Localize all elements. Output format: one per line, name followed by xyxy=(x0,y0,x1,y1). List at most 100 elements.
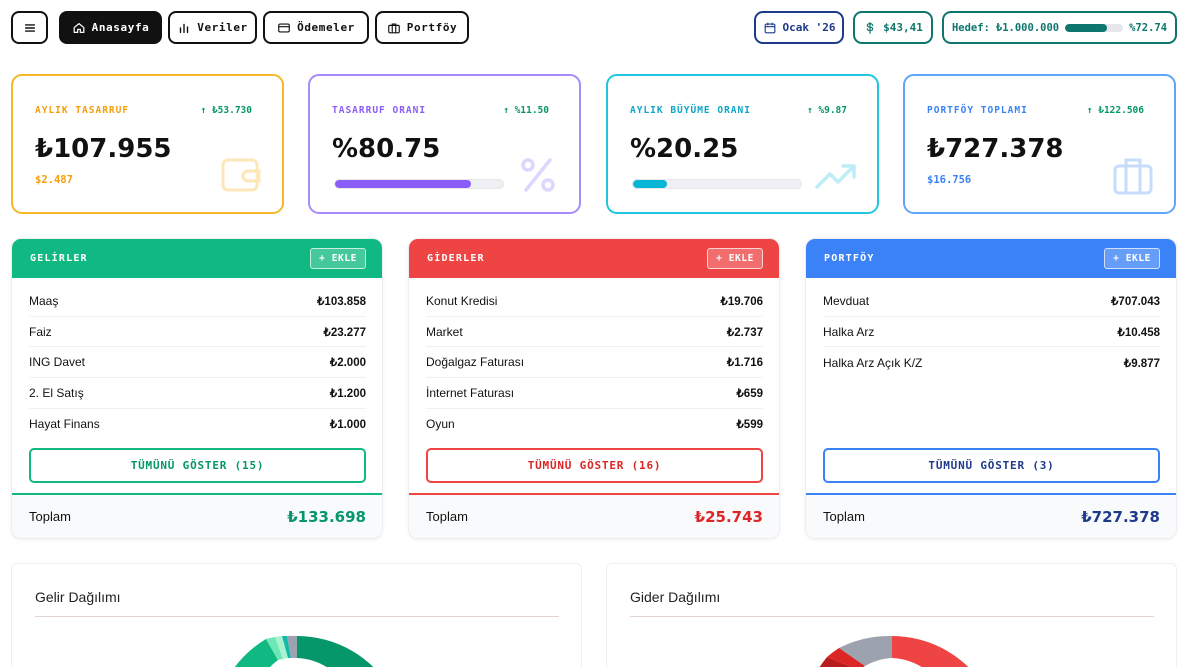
portfolio-total-row: Toplam ₺727.378 xyxy=(806,493,1176,538)
item-amount: ₺2.737 xyxy=(726,326,763,339)
show-all-income-button[interactable]: TÜMÜNÜ GÖSTER (15) xyxy=(29,448,366,483)
income-slice-salary[interactable] xyxy=(297,636,392,667)
briefcase-icon xyxy=(1113,158,1153,195)
hamburger-icon xyxy=(24,23,35,32)
portfolio-list: Mevduat ₺707.043 Halka Arz ₺10.458 Halka A… xyxy=(823,286,1160,378)
tab-payments-label: Ödemeler xyxy=(297,21,355,34)
stat-value: ₺107.955 xyxy=(35,134,172,164)
income-slice-small-1[interactable] xyxy=(266,637,283,660)
goal-amount: ₺1.000.000 xyxy=(995,21,1060,34)
list-item[interactable]: Market ₺2.737 xyxy=(426,317,763,348)
income-slice-other[interactable] xyxy=(287,635,297,658)
income-distribution-title: Gelir Dağılımı xyxy=(35,589,121,605)
list-item[interactable]: Oyun ₺599 xyxy=(426,409,763,440)
income-donut-chart xyxy=(221,635,392,667)
goal-percent: %72.74 xyxy=(1129,21,1168,34)
expense-total: ₺25.743 xyxy=(694,507,763,526)
list-item[interactable]: Doğalgaz Faturası ₺1.716 xyxy=(426,347,763,379)
expense-slice-mortgage[interactable] xyxy=(892,636,987,667)
usd-rate-value: $43,41 xyxy=(883,21,923,34)
list-item[interactable]: Hayat Finans ₺1.000 xyxy=(29,409,366,440)
add-income-button[interactable]: + EKLE xyxy=(310,248,366,269)
item-amount: ₺1.716 xyxy=(726,357,763,370)
tab-data-label: Veriler xyxy=(197,21,248,34)
item-amount: ₺1.200 xyxy=(329,387,366,400)
income-panel: GELİRLER + EKLE Maaş ₺103.858 Faiz ₺23.277… xyxy=(11,238,383,539)
list-item[interactable]: Halka Arz ₺10.458 xyxy=(823,317,1160,348)
list-item[interactable]: Mevduat ₺707.043 xyxy=(823,286,1160,317)
tab-home[interactable]: Anasayfa xyxy=(59,11,162,44)
list-item[interactable]: İnternet Faturası ₺659 xyxy=(426,378,763,409)
tab-portfolio[interactable]: Portföy xyxy=(375,11,469,44)
item-name: Hayat Finans xyxy=(29,417,100,432)
item-name: Market xyxy=(426,324,463,339)
wallet-icon xyxy=(221,158,261,192)
growth-rate-progress-fill xyxy=(633,180,668,188)
stat-delta: ↑ %9.87 xyxy=(806,105,847,116)
income-slice-interest[interactable] xyxy=(221,639,278,667)
item-name: ING Davet xyxy=(29,355,86,370)
menu-button[interactable] xyxy=(11,11,48,44)
item-name: Faiz xyxy=(29,324,52,339)
expense-slice-gas-bill[interactable] xyxy=(819,657,859,667)
income-panel-header: GELİRLER + EKLE xyxy=(12,239,382,278)
item-name: İnternet Faturası xyxy=(426,385,515,400)
income-slice-small-3[interactable] xyxy=(282,635,291,658)
show-all-expense-button[interactable]: TÜMÜNÜ GÖSTER (16) xyxy=(426,448,763,483)
credit-card-icon xyxy=(278,22,290,33)
show-all-portfolio-button[interactable]: TÜMÜNÜ GÖSTER (3) xyxy=(823,448,1160,483)
list-item[interactable]: Faiz ₺23.277 xyxy=(29,317,366,348)
stat-value: ₺727.378 xyxy=(927,134,1064,164)
calendar-icon xyxy=(764,22,775,33)
income-total: ₺133.698 xyxy=(287,507,366,526)
list-item[interactable]: Maaş ₺103.858 xyxy=(29,286,366,317)
item-amount: ₺2.000 xyxy=(329,357,366,370)
period-selector[interactable]: Ocak '26 xyxy=(754,11,844,44)
item-amount: ₺659 xyxy=(736,387,763,400)
expense-distribution-title: Gider Dağılımı xyxy=(630,589,721,605)
period-label: Ocak '26 xyxy=(782,21,836,34)
income-panel-title: GELİRLER xyxy=(30,253,88,264)
total-label: Toplam xyxy=(29,509,71,524)
expense-panel-title: GİDERLER xyxy=(427,253,485,264)
divider xyxy=(35,616,559,617)
list-item[interactable]: Konut Kredisi ₺19.706 xyxy=(426,286,763,317)
expense-panel-header: GİDERLER + EKLE xyxy=(409,239,779,278)
goal-badge: Hedef: ₺1.000.000 %72.74 xyxy=(942,11,1177,44)
item-name: 2. El Satış xyxy=(29,385,84,400)
expense-slice-market[interactable] xyxy=(827,648,865,667)
item-name: Halka Arz xyxy=(823,324,875,339)
expense-list: Konut Kredisi ₺19.706 Market ₺2.737 Doğalg… xyxy=(426,286,763,439)
item-name: Maaş xyxy=(29,293,59,308)
portfolio-panel: PORTFÖY + EKLE Mevduat ₺707.043 Halka Arz… xyxy=(805,238,1177,539)
item-name: Mevduat xyxy=(823,293,870,308)
bar-chart-icon xyxy=(180,23,189,33)
list-item[interactable]: ING Davet ₺2.000 xyxy=(29,347,366,379)
savings-rate-progress xyxy=(334,179,504,189)
add-expense-button[interactable]: + EKLE xyxy=(707,248,763,269)
list-item[interactable]: 2. El Satış ₺1.200 xyxy=(29,378,366,409)
list-item[interactable]: Halka Arz Açık K/Z ₺9.877 xyxy=(823,347,1160,378)
expense-distribution-card: Gider Dağılımı xyxy=(606,563,1177,667)
stat-label: AYLIK TASARRUF xyxy=(35,105,130,116)
stat-delta: ↑ ₺53.730 xyxy=(200,105,252,116)
item-name: Konut Kredisi xyxy=(426,293,498,308)
item-amount: ₺19.706 xyxy=(720,295,764,308)
income-slice-small-2[interactable] xyxy=(275,636,288,659)
item-amount: ₺23.277 xyxy=(323,326,367,339)
income-list: Maaş ₺103.858 Faiz ₺23.277 ING Davet ₺2.000… xyxy=(29,286,366,439)
expense-total-row: Toplam ₺25.743 xyxy=(409,493,779,538)
add-portfolio-button[interactable]: + EKLE xyxy=(1104,248,1160,269)
percent-icon xyxy=(521,158,555,192)
stat-value: %20.25 xyxy=(630,134,739,164)
dollar-icon xyxy=(866,21,874,34)
income-total-row: Toplam ₺133.698 xyxy=(12,493,382,538)
stat-card-monthly-savings: AYLIK TASARRUF ↑ ₺53.730 ₺107.955 $2.487 xyxy=(11,74,284,214)
stat-sub-value: $16.756 xyxy=(927,174,972,186)
tab-data[interactable]: Veriler xyxy=(168,11,257,44)
goal-progress-fill xyxy=(1065,23,1108,32)
tab-home-label: Anasayfa xyxy=(91,21,150,34)
tab-payments[interactable]: Ödemeler xyxy=(263,11,369,44)
expense-slice-other[interactable] xyxy=(839,635,892,666)
total-label: Toplam xyxy=(823,509,865,524)
